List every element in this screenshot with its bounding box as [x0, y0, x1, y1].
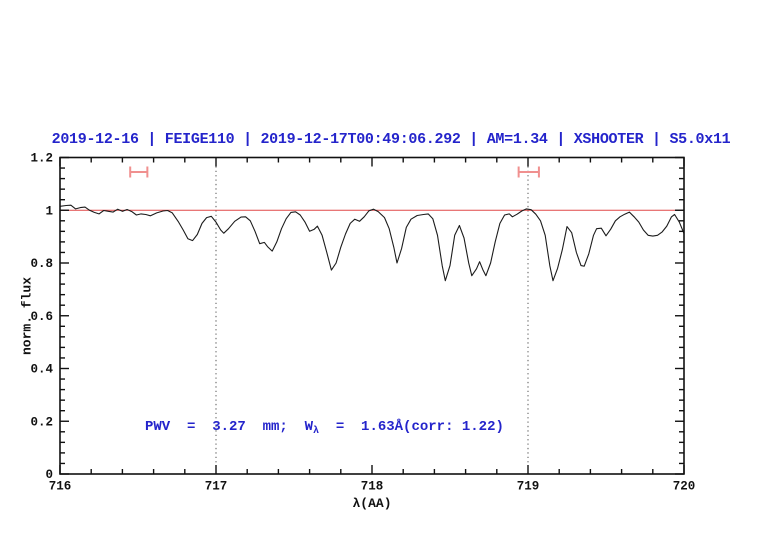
- pwv-annotation-suffix: = 1.63Å(corr: 1.22): [319, 419, 504, 435]
- y-tick-label: 0.8: [30, 257, 53, 271]
- y-tick-label: 1: [45, 204, 53, 218]
- y-axis-label: norm. flux: [19, 276, 35, 356]
- lambda-subscript: λ: [313, 426, 320, 437]
- x-tick-label: 718: [361, 480, 384, 494]
- x-tick-label: 716: [49, 480, 72, 494]
- y-tick-label: 1.2: [30, 152, 53, 166]
- x-tick-label: 719: [517, 480, 540, 494]
- y-tick-label: 0.2: [30, 415, 53, 429]
- plot-title: 2019-12-16 | FEIGE110 | 2019-12-17T00:49…: [51, 131, 731, 148]
- y-tick-label: 0: [45, 468, 53, 482]
- spectrum-line: [59, 204, 685, 282]
- y-tick-label: 0.4: [30, 363, 53, 377]
- y-tick-label: 0.6: [30, 310, 53, 324]
- pwv-annotation: PWV = 3.27 mm; Wλ = 1.63Å(corr: 1.22): [145, 419, 504, 437]
- x-tick-label: 720: [673, 480, 696, 494]
- x-tick-label: 717: [205, 480, 228, 494]
- pwv-annotation-prefix: PWV = 3.27 mm; W: [145, 419, 314, 435]
- x-axis-label: λ(AA): [352, 496, 392, 511]
